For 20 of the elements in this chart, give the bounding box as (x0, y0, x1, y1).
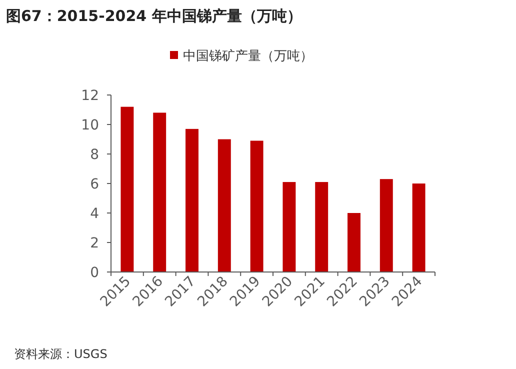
y-tick-label: 6 (90, 176, 100, 192)
text: 资料来源：USGS (14, 347, 108, 361)
y-tick-label: 8 (90, 147, 99, 163)
bar (315, 182, 328, 272)
bar (348, 213, 360, 272)
bar (282, 182, 296, 272)
y-tick-label: 12 (81, 88, 99, 104)
y-tick-label: 0 (90, 265, 99, 281)
bar (153, 112, 166, 272)
bar (380, 179, 393, 272)
y-tick-label: 4 (90, 206, 100, 222)
bar (250, 140, 264, 272)
bar (186, 128, 198, 272)
bar (218, 139, 231, 272)
bar (120, 106, 134, 272)
y-tick-label: 2 (90, 236, 99, 252)
legend-label: 中国锑矿产量（万吨） (183, 49, 313, 64)
bar (412, 184, 426, 272)
chart-title: 图67：2015-2024 年中国锑产量（万吨） (6, 7, 302, 25)
y-tick-label: 10 (81, 118, 99, 134)
